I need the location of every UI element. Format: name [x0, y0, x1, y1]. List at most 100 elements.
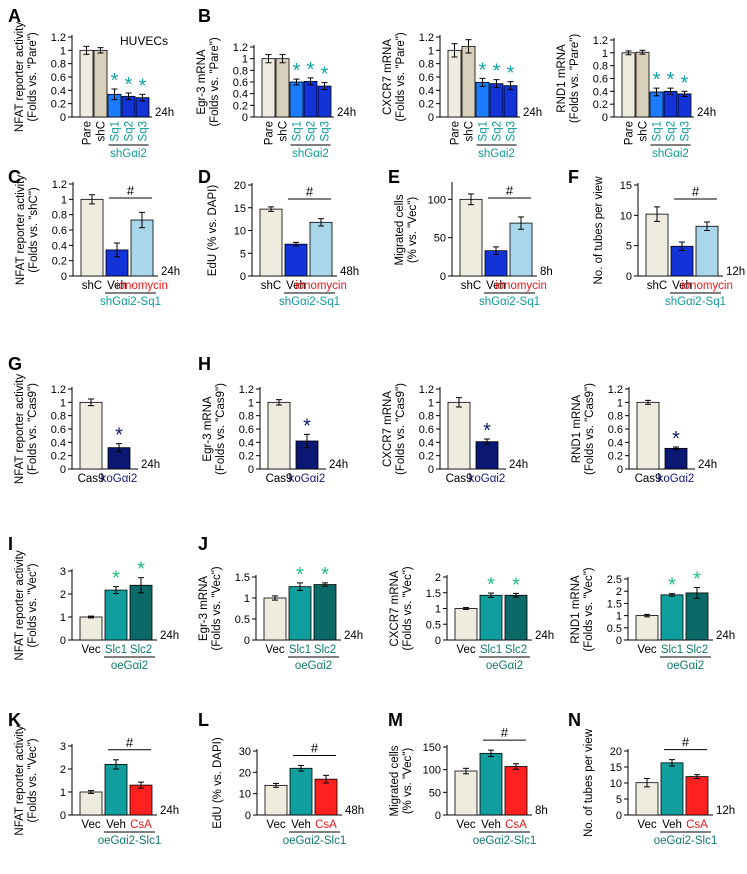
chart-11: 00.2 0.40.60.8 11.2 RND1 mRNA (Folds vs. "Ca…: [571, 383, 717, 485]
significance-star: *: [115, 425, 123, 447]
y-tick-label: 0: [245, 810, 251, 822]
group-label: oeGαi2: [111, 660, 148, 672]
y-tick-label: 1: [60, 612, 66, 624]
y-axis-label: Migrated cells: [394, 194, 406, 265]
y-tick-label: 0.5: [607, 623, 622, 635]
y-tick-label: 1.2: [233, 42, 248, 54]
y-tick-label: 0.8: [419, 59, 434, 71]
bar: [503, 85, 518, 118]
y-tick-label: 0: [626, 271, 632, 283]
category-label: Sq2: [124, 121, 136, 141]
time-label: 48h: [345, 805, 364, 817]
category-label: Vec: [266, 819, 285, 831]
time-label: 24h: [161, 266, 180, 278]
y-tick-label: 1: [428, 397, 434, 409]
y-tick-label: 0.4: [608, 437, 623, 449]
y-tick-label: 1.2: [51, 32, 66, 44]
category-label: Pare: [264, 121, 276, 145]
category-label: Pare: [450, 121, 462, 145]
significance-star: *: [321, 64, 329, 86]
bar: [660, 762, 684, 816]
y-axis-label-2: (Folds vs. "Pare"): [27, 32, 39, 121]
category-label: Vec: [456, 819, 475, 831]
chart-C: C 0 0.2 0.4 0.6 0.8 1 1.2 NFAT reporter activity…: [8, 167, 180, 308]
y-tick-label: 10: [620, 210, 632, 222]
y-tick-label: 0.8: [608, 411, 623, 423]
category-label: ionomycin: [495, 280, 547, 292]
bar: [635, 615, 659, 641]
bracket-label: #: [682, 735, 690, 750]
time-label: 48h: [340, 266, 359, 278]
group-label: oeGαi2-Slc1: [473, 835, 537, 847]
y-axis-label-2: (Folds vs. "Cas9"): [584, 383, 596, 475]
category-label: shC: [261, 280, 281, 292]
time-label: 24h: [535, 630, 554, 642]
bar: [475, 81, 490, 118]
bar: [313, 584, 337, 641]
bar: [645, 213, 669, 277]
bar: [454, 770, 478, 816]
y-tick-label: 50: [434, 233, 446, 245]
time-label: 8h: [535, 805, 548, 817]
category-label: Sq2: [306, 121, 318, 141]
bar: [259, 208, 283, 277]
bar: [79, 616, 103, 641]
y-tick-label: 2.5: [607, 574, 622, 586]
bracket-label: #: [501, 725, 509, 740]
bar: [479, 594, 503, 641]
y-tick-label: 0.8: [233, 65, 248, 77]
y-tick-label: 0: [435, 810, 441, 822]
category-label: koGαi2: [658, 473, 695, 485]
panel-label: M: [388, 710, 403, 730]
chart-3: 00.20.40.60.811.2 RND1 mRNA (Folds vs. "Pa…: [556, 34, 716, 160]
y-tick-label: 1: [435, 604, 441, 616]
y-tick-label: 0.4: [233, 89, 248, 101]
y-tick-label: 0.4: [239, 437, 254, 449]
time-label: 24h: [337, 107, 356, 119]
y-tick-label: 50: [429, 787, 441, 799]
category-label: Cas9: [266, 473, 293, 485]
group-label: oeGαi2: [667, 660, 704, 672]
bar: [79, 401, 103, 470]
y-axis-label-2: (% vs. "Vec"): [402, 748, 414, 814]
bar: [489, 83, 504, 118]
category-label: shC: [278, 121, 290, 141]
bar: [261, 58, 276, 118]
panel-label: A: [8, 6, 21, 26]
y-tick-label: 1.2: [608, 384, 623, 396]
panel-label: D: [198, 167, 211, 187]
y-axis-label-2: (Folds vs. "Vec"): [583, 567, 595, 651]
y-tick-label: 1: [602, 48, 608, 60]
y-tick-label: 1.5: [607, 598, 622, 610]
y-tick-label: 0.2: [419, 451, 434, 463]
y-tick-label: 10: [239, 789, 251, 801]
y-tick-label: 0: [616, 810, 622, 822]
category-label: koGαi2: [469, 473, 506, 485]
y-tick-label: 0.8: [419, 411, 434, 423]
y-tick-label: 100: [428, 194, 446, 206]
category-label: Cas9: [635, 473, 662, 485]
y-tick-label: 10: [234, 226, 246, 238]
bar: [79, 791, 103, 816]
significance-star: *: [307, 59, 315, 81]
bracket-label: #: [306, 184, 314, 199]
category-label: Vec: [81, 819, 100, 831]
bracket-label: #: [692, 184, 700, 199]
y-tick-label: 0.8: [51, 411, 66, 423]
y-tick-label: 0: [60, 112, 66, 124]
significance-star: *: [321, 564, 329, 586]
significance-star: *: [293, 60, 301, 82]
y-axis-label: NFAT reporter activity: [15, 175, 27, 285]
y-tick-label: 1: [60, 397, 66, 409]
category-label: Slc2: [505, 644, 527, 656]
bar: [284, 243, 308, 277]
panel-label: G: [8, 354, 22, 374]
bar: [289, 767, 313, 816]
bar: [267, 401, 291, 470]
category-label: Pare: [82, 121, 94, 145]
y-tick-label: 0.4: [51, 85, 66, 97]
y-tick-label: 0.4: [52, 240, 67, 252]
bar: [289, 81, 304, 118]
category-label: Cas9: [78, 473, 105, 485]
category-label: Veh: [662, 819, 682, 831]
